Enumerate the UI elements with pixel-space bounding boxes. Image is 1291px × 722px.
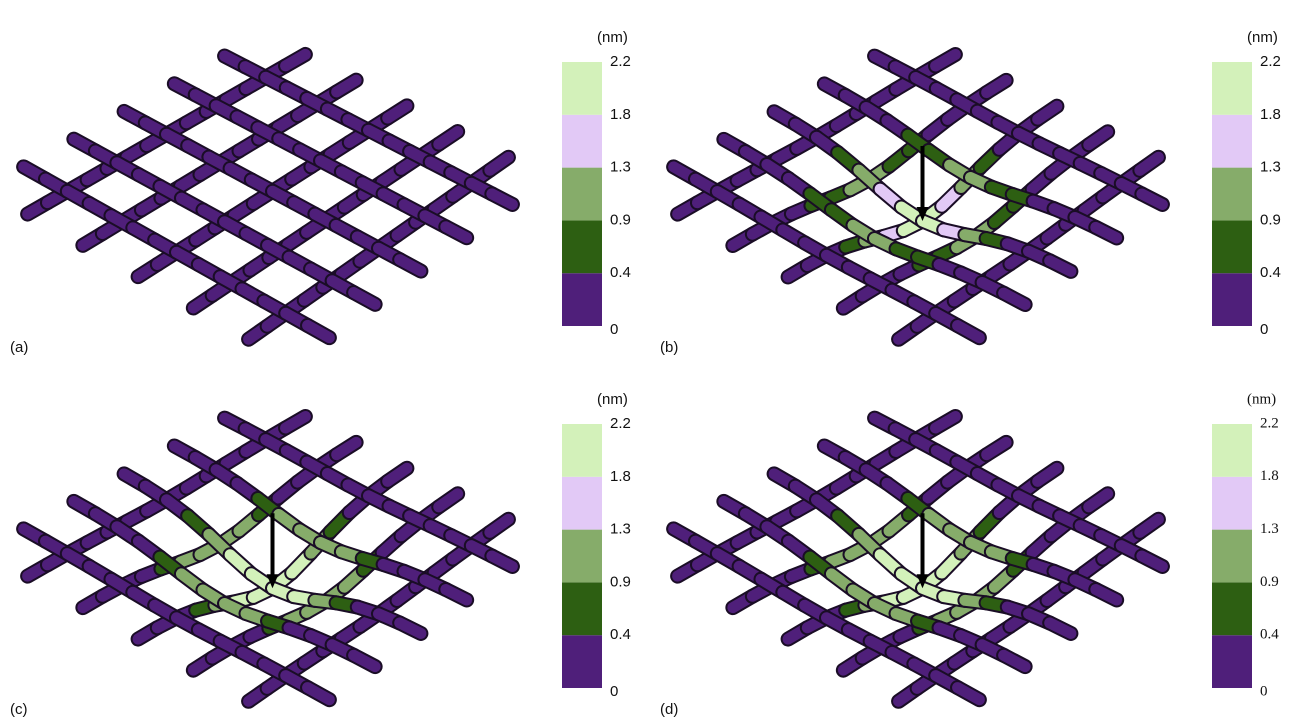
panel: (nm) 0 0.4 0.9 1.3 1.8 2.2 (c): [10, 391, 631, 718]
colorbar-segment: [562, 424, 602, 477]
colorbar-segment: [1212, 220, 1252, 273]
figure: (nm) 0 0.4 0.9 1.3 1.8 2.2 (a) (nm) 0 0.4 0.9 1.3 1.8…: [0, 0, 1291, 722]
colorbar-segment: [1212, 273, 1252, 326]
colorbar-tick-label: 1.3: [1260, 159, 1281, 176]
colorbar-tick-label: 0.9: [1260, 211, 1281, 228]
colorbar-tick-label: 0: [1260, 321, 1268, 338]
colorbar-tick-label: 1.8: [610, 106, 631, 123]
colorbar-tick-label: 2.2: [1260, 415, 1279, 431]
nanotube-segment: [1089, 494, 1108, 507]
panel: (nm) 0 0.4 0.9 1.3 1.8 2.2 (b): [660, 29, 1281, 356]
colorbar-tick-label: 0.4: [1260, 264, 1281, 281]
panel-label: (b): [660, 339, 678, 356]
colorbar-tick-label: 1.8: [610, 468, 631, 485]
colorbar-tick-label: 1.3: [610, 521, 631, 538]
nanotube-mesh: [674, 416, 1163, 701]
colorbar-segment: [1212, 635, 1252, 688]
page: {"panels": [ {"label": "(a)", "colorbar"…: [0, 0, 1291, 722]
colorbar-segment: [1212, 582, 1252, 635]
colorbar-unit: (nm): [1247, 391, 1276, 407]
colorbar-tick-label: 2.2: [1260, 53, 1281, 70]
colorbar-segment: [562, 582, 602, 635]
panel: (nm) 0 0.4 0.9 1.3 1.8 2.2 (a): [10, 29, 631, 356]
colorbar-segment: [562, 168, 602, 221]
colorbar-segment: [562, 273, 602, 326]
nanotube-segment: [1038, 468, 1057, 481]
colorbar-tick-label: 0.9: [610, 211, 631, 228]
colorbar-tick-label: 2.2: [610, 53, 631, 70]
colorbar-tick-label: 1.3: [1260, 521, 1279, 537]
colorbar-segment: [562, 477, 602, 530]
colorbar-segment: [562, 220, 602, 273]
nanotube-segment: [388, 468, 407, 481]
nanotube-mesh: [24, 416, 513, 701]
nanotube-segment: [1038, 106, 1057, 119]
colorbar-tick-label: 2.2: [610, 415, 631, 432]
colorbar-unit: (nm): [597, 391, 628, 408]
panel-label: (c): [10, 701, 28, 718]
colorbar-tick-label: 0.4: [610, 626, 631, 643]
nanotube-segment: [439, 494, 458, 507]
colorbar-segment: [562, 635, 602, 688]
colorbar-tick-label: 0.4: [610, 264, 631, 281]
colorbar-tick-label: 0.4: [1260, 627, 1279, 643]
colorbar-tick-label: 1.3: [610, 159, 631, 176]
colorbar-segment: [1212, 477, 1252, 530]
colorbar-tick-label: 0: [610, 321, 618, 338]
panel-label: (a): [10, 339, 28, 356]
colorbar-segment: [562, 62, 602, 115]
colorbar-tick-label: 0: [1260, 683, 1268, 699]
colorbar-segment: [1212, 115, 1252, 168]
colorbar-segment: [562, 530, 602, 583]
panel-label: (d): [660, 701, 678, 718]
colorbar-segment: [1212, 62, 1252, 115]
nanotube-mesh: [674, 54, 1163, 339]
colorbar-tick-label: 1.8: [1260, 106, 1281, 123]
colorbar-segment: [1212, 168, 1252, 221]
colorbar-unit: (nm): [597, 29, 628, 46]
colorbar-segment: [562, 115, 602, 168]
colorbar-unit: (nm): [1247, 29, 1278, 46]
colorbar-tick-label: 1.8: [1260, 468, 1279, 484]
panel: (nm) 0 0.4 0.9 1.3 1.8 2.2 (d): [660, 391, 1279, 718]
colorbar-tick-label: 0.9: [1260, 574, 1279, 590]
colorbar-segment: [1212, 424, 1252, 477]
colorbar-tick-label: 0.9: [610, 573, 631, 590]
nanotube-mesh: [24, 54, 513, 339]
nanotube-segment: [1089, 132, 1108, 145]
colorbar-segment: [1212, 530, 1252, 583]
colorbar-tick-label: 0: [610, 683, 618, 700]
